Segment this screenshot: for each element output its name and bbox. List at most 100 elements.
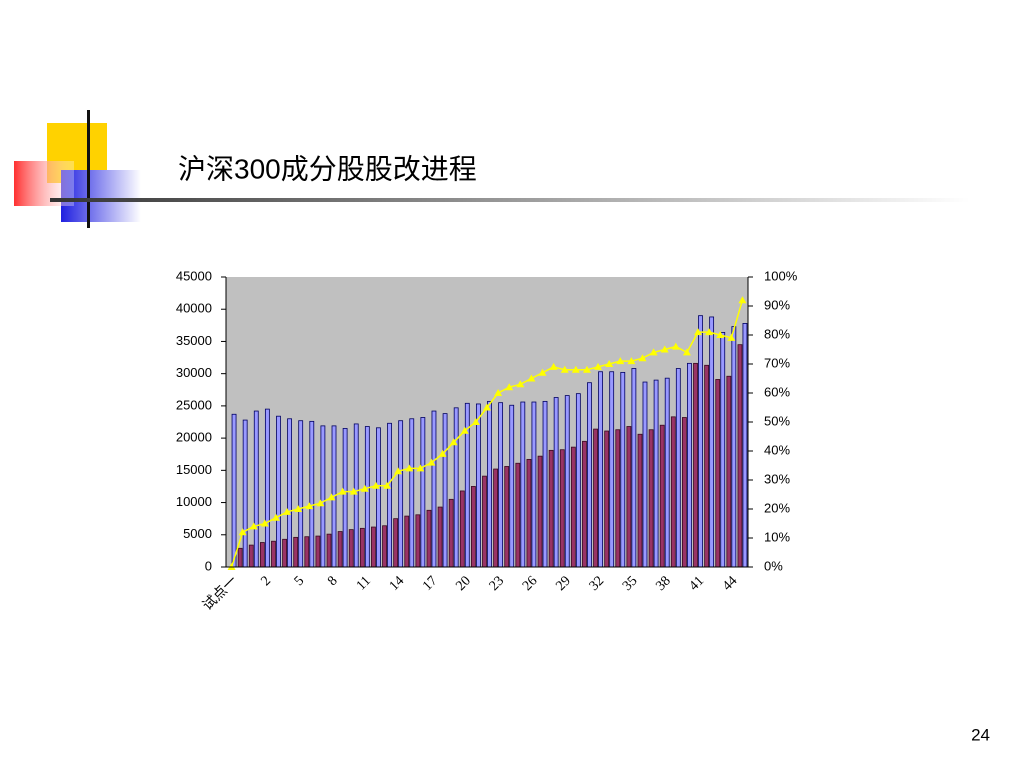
line-marker bbox=[727, 333, 736, 341]
bar bbox=[415, 514, 421, 568]
line-marker bbox=[460, 426, 469, 434]
bar bbox=[709, 316, 715, 568]
x-tick-label: 23 bbox=[487, 573, 508, 594]
bar bbox=[475, 403, 481, 568]
bar bbox=[482, 475, 487, 568]
x-tick-label: 17 bbox=[420, 573, 441, 594]
bar bbox=[371, 526, 376, 568]
y2-tick-label: 0% bbox=[764, 558, 783, 573]
line-marker bbox=[371, 481, 380, 489]
bar bbox=[376, 427, 381, 568]
x-tick-label: 32 bbox=[587, 573, 608, 594]
line-marker bbox=[594, 362, 603, 370]
bar bbox=[637, 433, 643, 568]
y2-tick-label: 90% bbox=[764, 297, 790, 312]
y-tick-label: 0 bbox=[205, 558, 212, 573]
bar bbox=[520, 401, 526, 568]
bar bbox=[593, 428, 598, 568]
x-tick-label: 11 bbox=[354, 573, 374, 593]
line-marker bbox=[383, 481, 392, 489]
line-marker bbox=[627, 357, 636, 365]
x-tick-label: 14 bbox=[387, 573, 408, 594]
bar bbox=[353, 423, 359, 568]
x-tick-label: 38 bbox=[653, 573, 674, 594]
bar bbox=[271, 540, 276, 568]
line-marker bbox=[438, 449, 447, 457]
bar bbox=[242, 419, 248, 568]
bar bbox=[720, 332, 726, 568]
bar bbox=[293, 536, 299, 568]
line-marker bbox=[449, 438, 458, 446]
bar bbox=[237, 547, 243, 568]
x-tick-label: 26 bbox=[520, 573, 541, 594]
line-marker bbox=[238, 528, 247, 536]
line-marker bbox=[738, 296, 747, 304]
line-marker bbox=[305, 502, 314, 510]
line-marker bbox=[705, 328, 714, 336]
line-marker bbox=[660, 345, 669, 353]
y-tick-label: 35000 bbox=[176, 333, 212, 348]
line-marker bbox=[560, 365, 569, 373]
x-tick-label: 29 bbox=[553, 573, 574, 594]
bar bbox=[726, 375, 732, 568]
bar bbox=[731, 326, 737, 568]
bar bbox=[653, 379, 659, 568]
y-tick-label: 25000 bbox=[176, 397, 212, 412]
bar bbox=[348, 529, 354, 568]
bar bbox=[364, 426, 370, 568]
bar bbox=[515, 462, 521, 568]
deco bbox=[87, 110, 90, 228]
x-tick-label: 41 bbox=[687, 573, 708, 594]
bar bbox=[498, 402, 504, 568]
line-marker bbox=[427, 458, 436, 466]
bar bbox=[298, 420, 304, 568]
x-tick-label: 试点一 bbox=[200, 573, 241, 614]
bar bbox=[537, 455, 543, 568]
bar bbox=[648, 429, 654, 568]
bar bbox=[409, 418, 415, 568]
bar bbox=[326, 533, 332, 568]
bar bbox=[437, 506, 443, 568]
bar bbox=[337, 531, 343, 568]
bar bbox=[431, 410, 437, 568]
bar bbox=[598, 371, 603, 568]
y-tick-label: 30000 bbox=[176, 365, 212, 380]
y2-tick-label: 60% bbox=[764, 384, 790, 399]
bar bbox=[420, 417, 426, 568]
line-marker bbox=[505, 383, 514, 391]
y2-tick-label: 70% bbox=[764, 355, 790, 370]
line-marker bbox=[638, 354, 647, 362]
bar bbox=[631, 368, 637, 568]
y2-tick-label: 20% bbox=[764, 500, 790, 515]
bar bbox=[448, 498, 454, 568]
bar bbox=[276, 415, 281, 568]
x-tick-label: 5 bbox=[292, 573, 308, 589]
bar bbox=[626, 426, 632, 568]
bar bbox=[564, 395, 570, 568]
line-marker bbox=[294, 505, 303, 512]
line-marker bbox=[494, 389, 503, 396]
bar bbox=[559, 449, 565, 568]
bar bbox=[670, 416, 676, 568]
bar bbox=[526, 458, 532, 568]
line-marker bbox=[527, 374, 536, 382]
bar bbox=[342, 428, 348, 568]
bar bbox=[315, 535, 321, 568]
bar bbox=[453, 407, 459, 568]
title: 沪深300成分股股改进程 bbox=[178, 153, 477, 184]
bar bbox=[382, 525, 387, 568]
line-marker bbox=[394, 467, 403, 475]
bar bbox=[509, 404, 515, 568]
bar bbox=[604, 430, 610, 568]
line-marker bbox=[260, 519, 269, 527]
bar bbox=[442, 413, 448, 568]
line-marker bbox=[283, 507, 292, 515]
y2-tick-label: 40% bbox=[764, 442, 790, 457]
line-marker bbox=[327, 493, 336, 501]
bar bbox=[426, 509, 432, 568]
y2-tick-label: 50% bbox=[764, 413, 790, 428]
bar bbox=[470, 486, 476, 568]
y-tick-label: 5000 bbox=[183, 526, 212, 541]
